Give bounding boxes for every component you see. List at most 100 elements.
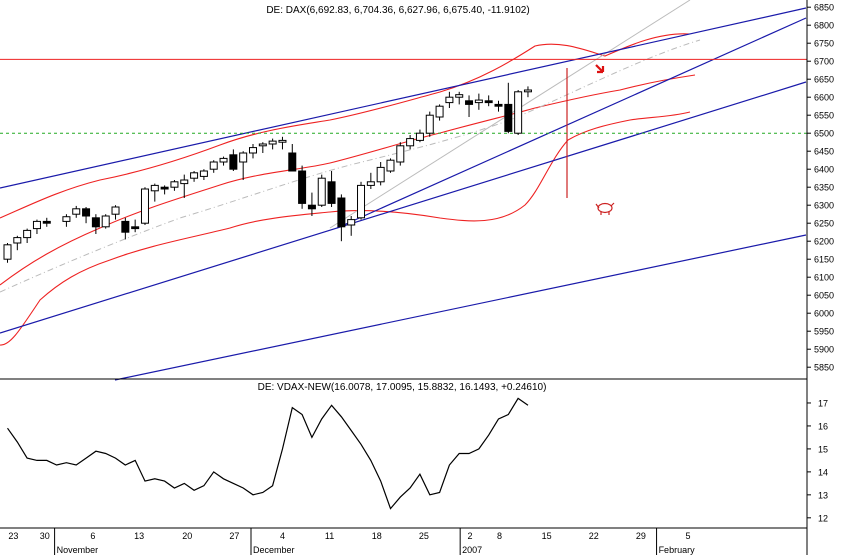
candle-body bbox=[180, 179, 189, 185]
x-tick-label: 5 bbox=[686, 531, 691, 541]
candle bbox=[111, 205, 120, 220]
candle bbox=[219, 156, 228, 166]
candle bbox=[131, 219, 140, 233]
vdax-y-axis: 12 13 14 15 16 17 bbox=[807, 398, 828, 523]
candle bbox=[121, 217, 130, 240]
candle-body bbox=[474, 99, 483, 104]
vdax-line-series bbox=[7, 397, 529, 510]
candle-body bbox=[386, 159, 395, 172]
x-tick-label: 30 bbox=[40, 531, 50, 541]
candle bbox=[268, 138, 277, 150]
candle-body bbox=[170, 181, 179, 188]
y-tick-label: 6300 bbox=[814, 201, 834, 211]
lower-channel-line bbox=[114, 234, 807, 381]
candle bbox=[347, 216, 356, 236]
candle bbox=[190, 171, 199, 182]
candle-body bbox=[140, 188, 149, 224]
candle-body bbox=[249, 147, 257, 154]
y-tick-label: 13 bbox=[818, 490, 828, 500]
candle bbox=[160, 185, 169, 195]
month-label: November bbox=[57, 545, 99, 555]
candle bbox=[327, 171, 336, 207]
candle-body bbox=[239, 152, 248, 163]
candle bbox=[298, 165, 307, 209]
candle-body bbox=[494, 103, 503, 107]
candle bbox=[32, 219, 41, 234]
y-tick-label: 14 bbox=[818, 467, 828, 477]
candle-body bbox=[160, 186, 169, 190]
candle bbox=[62, 214, 71, 227]
candle bbox=[101, 214, 110, 229]
candle bbox=[307, 192, 316, 216]
y-tick-label: 6250 bbox=[814, 219, 834, 229]
candle-body bbox=[258, 143, 267, 147]
y-tick-label: 6100 bbox=[814, 273, 834, 283]
candlestick-series bbox=[3, 82, 532, 263]
candle bbox=[288, 144, 297, 172]
candle bbox=[504, 82, 513, 134]
y-tick-label: 15 bbox=[818, 444, 828, 454]
candle bbox=[258, 142, 267, 153]
candle bbox=[150, 183, 159, 202]
y-tick-label: 6500 bbox=[814, 129, 834, 139]
candle-body bbox=[366, 181, 375, 186]
candle-body bbox=[72, 208, 81, 215]
y-tick-label: 6850 bbox=[814, 3, 834, 13]
candle bbox=[474, 93, 483, 110]
candle-body bbox=[150, 184, 159, 192]
x-tick-label: 2 bbox=[468, 531, 473, 541]
candle bbox=[523, 86, 532, 98]
bollinger-upper-band bbox=[0, 33, 691, 219]
dax-y-axis: 5850 5900 5950 6000 6050 6100 6150 6200 6250 6300… bbox=[807, 3, 834, 373]
y-tick-label: 6000 bbox=[814, 309, 834, 319]
candle-body bbox=[268, 140, 277, 145]
horizontal-level-lines bbox=[0, 58, 807, 134]
candle bbox=[23, 228, 32, 243]
candle-body bbox=[298, 170, 307, 204]
candle-body bbox=[278, 139, 287, 143]
candle bbox=[357, 181, 366, 220]
vdax-title: DE: VDAX-NEW(16.0078, 17.0095, 15.8832, … bbox=[258, 382, 547, 393]
candle-body bbox=[347, 219, 356, 226]
candle bbox=[425, 111, 434, 137]
candle-body bbox=[62, 216, 71, 222]
y-tick-label: 6400 bbox=[814, 165, 834, 175]
candle-body bbox=[396, 145, 405, 163]
candle-body bbox=[317, 177, 326, 206]
candle-body bbox=[514, 91, 523, 134]
candle-body bbox=[3, 244, 12, 260]
candle bbox=[72, 205, 81, 218]
y-tick-label: 5850 bbox=[814, 363, 834, 373]
candle bbox=[484, 95, 493, 107]
x-tick-label: 29 bbox=[636, 531, 646, 541]
candle-body bbox=[415, 132, 424, 141]
x-tick-label: 23 bbox=[8, 531, 18, 541]
candle-body bbox=[190, 172, 199, 179]
candle-body bbox=[523, 89, 532, 93]
upper-channel-line bbox=[0, 7, 807, 189]
candle-body bbox=[307, 204, 316, 210]
candle-body bbox=[484, 100, 493, 104]
candle-body bbox=[465, 100, 474, 105]
candle-body bbox=[406, 138, 415, 147]
x-tick-label: 18 bbox=[372, 531, 382, 541]
candle bbox=[494, 100, 503, 112]
candle-body bbox=[357, 184, 366, 219]
candle-body bbox=[504, 103, 513, 132]
candle bbox=[278, 136, 287, 150]
candle-body bbox=[32, 220, 41, 230]
candle-body bbox=[219, 157, 228, 163]
y-tick-label: 6050 bbox=[814, 291, 834, 301]
candle-body bbox=[376, 166, 385, 183]
x-tick-label: 13 bbox=[134, 531, 144, 541]
y-tick-label: 6450 bbox=[814, 147, 834, 157]
candle bbox=[140, 187, 149, 225]
candle-body bbox=[337, 197, 346, 228]
date-axis: 23 30 6 13 20 27 4 11 18 25 2 8 15 22 29 5 November Decem… bbox=[8, 528, 695, 555]
candle-body bbox=[82, 208, 91, 217]
candle-body bbox=[131, 226, 140, 230]
candle-body bbox=[327, 181, 336, 204]
x-tick-label: 4 bbox=[280, 531, 285, 541]
